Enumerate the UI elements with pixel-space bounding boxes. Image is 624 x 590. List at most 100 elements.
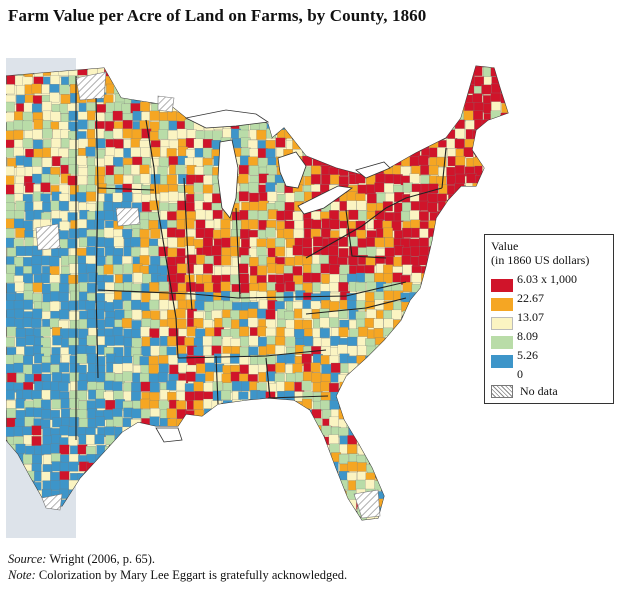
county-cell <box>220 219 231 230</box>
county-cell <box>59 444 70 455</box>
legend-no-data-row: No data <box>491 384 558 398</box>
county-cell <box>123 461 134 472</box>
county-cell <box>202 246 213 257</box>
county-cell <box>303 128 314 139</box>
county-cell <box>563 453 573 463</box>
county-cell <box>167 66 178 67</box>
county-cell <box>448 67 459 78</box>
county-cell <box>302 453 313 464</box>
county-cell <box>556 500 566 510</box>
county-cell <box>167 455 178 465</box>
county-cell <box>178 362 188 373</box>
county-cell <box>581 462 591 472</box>
county-cell <box>367 148 377 159</box>
county-cell <box>409 300 420 311</box>
county-cell <box>329 301 340 312</box>
county-cell <box>599 184 609 194</box>
county-cell <box>204 67 215 78</box>
county-cell <box>78 479 89 490</box>
county-cell <box>592 210 602 220</box>
county-cell <box>427 417 438 427</box>
county-cell <box>293 228 304 239</box>
county-cell <box>420 534 430 538</box>
county-cell <box>247 437 258 448</box>
county-cell <box>257 157 268 168</box>
county-cell <box>329 282 340 293</box>
county-cell <box>230 535 240 538</box>
county-cell <box>31 255 42 266</box>
county-cell <box>393 356 404 366</box>
county-cell <box>258 488 269 499</box>
county-cell <box>448 444 459 455</box>
county-cell <box>49 266 60 277</box>
county-cell <box>466 462 477 473</box>
county-cell <box>141 453 152 464</box>
county-cell <box>555 95 565 105</box>
county-cell <box>151 525 161 535</box>
county-cell <box>311 454 322 465</box>
county-cell <box>149 299 160 310</box>
county-cell <box>211 427 222 438</box>
county-cell <box>346 509 357 520</box>
county-cell <box>609 525 618 535</box>
county-cell <box>528 482 538 492</box>
county-cell <box>528 517 538 527</box>
county-cell <box>265 76 276 87</box>
county-cell <box>527 419 537 429</box>
county-cell <box>599 77 609 87</box>
county-cell <box>159 66 170 67</box>
county-cell <box>78 328 89 339</box>
county-cell <box>220 290 231 301</box>
county-cell <box>348 84 359 95</box>
county-cell <box>113 157 123 167</box>
county-cell <box>518 167 528 177</box>
county-cell <box>121 66 132 77</box>
county-cell <box>438 418 449 429</box>
county-cell <box>294 220 304 231</box>
county-cell <box>203 436 214 447</box>
county-cell <box>438 101 448 112</box>
legend-title-line1: Value <box>491 239 519 253</box>
county-cell <box>69 398 80 409</box>
county-cell <box>229 517 240 520</box>
county-cell <box>267 506 277 517</box>
county-cell <box>509 463 519 473</box>
county-cell <box>232 426 243 437</box>
county-cell <box>357 66 368 77</box>
county-cell <box>167 537 177 539</box>
county-cell <box>284 66 295 67</box>
county-cell <box>365 84 375 94</box>
county-cell <box>545 158 555 168</box>
county-cell <box>6 75 17 86</box>
county-cell <box>186 326 197 337</box>
county-cell <box>446 427 457 438</box>
county-cell <box>122 371 133 382</box>
county-cell <box>104 499 115 510</box>
county-cell <box>6 300 15 311</box>
county-cell <box>202 453 213 464</box>
county-cell <box>418 427 429 438</box>
county-cell <box>330 335 341 346</box>
county-cell <box>22 317 33 328</box>
county-cell <box>436 120 447 131</box>
county-cell <box>203 193 214 203</box>
county-cell <box>238 191 249 202</box>
county-cell <box>311 463 322 474</box>
county-cell <box>266 446 277 457</box>
county-cell <box>204 327 215 338</box>
county-cell <box>519 202 529 212</box>
county-cell <box>167 247 178 258</box>
county-cell <box>159 453 170 464</box>
county-cell <box>391 220 402 231</box>
county-cell <box>527 103 537 113</box>
county-cell <box>591 534 601 538</box>
county-cell <box>538 129 548 139</box>
county-cell <box>256 129 267 140</box>
county-cell <box>131 408 142 419</box>
county-cell <box>403 535 413 538</box>
county-cell <box>139 164 150 175</box>
county-cell <box>185 371 196 382</box>
county-cell <box>267 191 277 202</box>
county-cell <box>294 329 305 340</box>
county-cell <box>195 527 205 537</box>
